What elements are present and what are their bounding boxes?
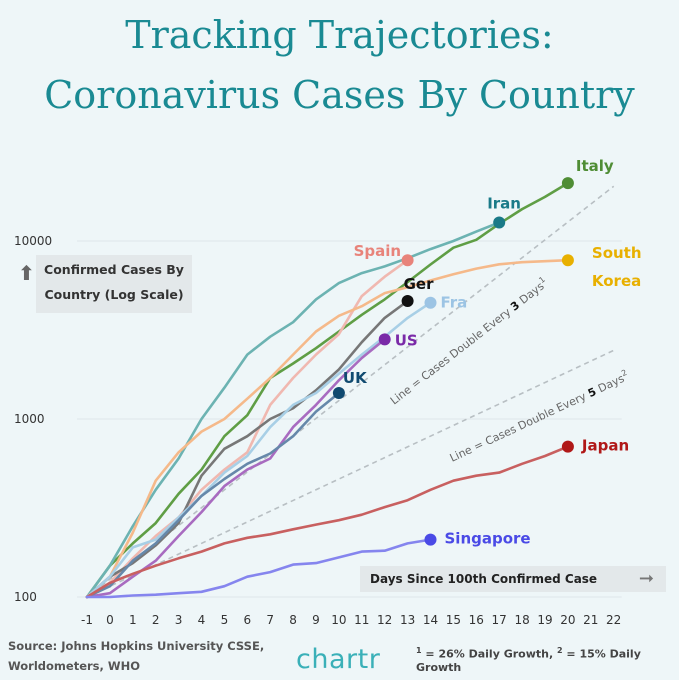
x-tick-label: 10 [331,613,346,627]
y-tick-label: 1000 [14,412,45,426]
series-line-singapore [85,538,432,599]
y-axis-label: ⬆ Confirmed Cases By Country (Log Scale) [18,255,192,313]
x-tick-label: 15 [446,613,461,627]
series-label-italy: Italy [576,157,614,175]
x-tick-label: 20 [560,613,575,627]
x-tick-label: 16 [469,613,484,627]
y-tick-label: 100 [14,590,37,604]
x-tick-label: 11 [354,613,369,627]
chart-title-line2: Coronavirus Cases By Country [44,73,635,117]
x-tick-label: 7 [266,613,274,627]
series-endpoint-singapore [424,533,437,546]
x-tick-label: 5 [221,613,229,627]
series-line-iran [85,221,501,599]
x-tick-label: 13 [400,613,415,627]
arrow-up-icon: ⬆ [18,261,35,285]
x-tick-label: 14 [423,613,438,627]
series-endpoint-ger [401,295,414,308]
brand-logo: chartr [296,644,381,675]
x-tick-label: 2 [152,613,160,627]
series-line-us [85,338,386,599]
x-tick-label: 0 [106,613,114,627]
series-line-japan [85,445,570,599]
x-tick-label: 6 [243,613,251,627]
source-line2: Worldometers, WHO [8,659,140,673]
series-label-south-korea: Korea [592,272,641,290]
arrow-right-icon: ➞ [638,568,654,589]
x-tick-label: 12 [377,613,392,627]
x-axis-label: Days Since 100th Confirmed Case ➞ [360,566,666,592]
series-line-uk [85,391,341,599]
series-endpoint-uk [332,386,345,399]
x-axis-label-text: Days Since 100th Confirmed Case [370,572,598,586]
x-tick-label: 21 [583,613,598,627]
series-line-south-korea [85,258,570,599]
growth-footnote: 1 = 26% Daily Growth, 2 = 15% Daily Grow… [416,646,641,674]
series-line-italy [85,181,570,599]
series-line-ger [85,299,409,599]
x-tick-label: 18 [514,613,529,627]
series-endpoint-south-korea [561,254,574,267]
series-endpoint-spain [401,254,414,267]
series-label-ger: Ger [404,275,434,293]
y-tick-label: 10000 [14,234,52,248]
source-note: Source: Johns Hopkins University CSSE, W… [8,636,264,676]
series-label-singapore: Singapore [445,530,531,548]
y-axis-label-line1: Confirmed Cases By [44,262,184,277]
x-tick-label: -1 [81,613,93,627]
x-tick-label: 22 [606,613,621,627]
source-line1: Source: Johns Hopkins University CSSE, [8,639,265,653]
series-endpoint-us [378,333,391,346]
series-endpoint-iran [493,216,506,229]
series-label-uk: UK [343,369,368,387]
x-tick-label: 9 [312,613,320,627]
y-axis-label-line2: Country (Log Scale) [44,287,184,302]
series-label-south-korea: South [592,244,642,262]
series-endpoint-japan [561,440,574,453]
series-label-japan: Japan [581,437,629,455]
x-tick-label: 8 [289,613,297,627]
x-tick-label: 4 [198,613,206,627]
chart-title-line1: Tracking Trajectories: [125,13,554,57]
x-tick-label: 3 [175,613,183,627]
series-endpoint-fra [424,296,437,309]
series-label-spain: Spain [354,242,401,260]
series-label-fra: Fra [441,294,468,312]
series-label-us: US [395,331,418,349]
x-tick-label: 1 [129,613,137,627]
series-label-iran: Iran [487,195,521,213]
series-line-fra [85,301,432,599]
x-tick-label: 19 [537,613,552,627]
reference-line [86,349,615,598]
x-tick-label: 17 [492,613,507,627]
series-endpoint-italy [561,177,574,190]
